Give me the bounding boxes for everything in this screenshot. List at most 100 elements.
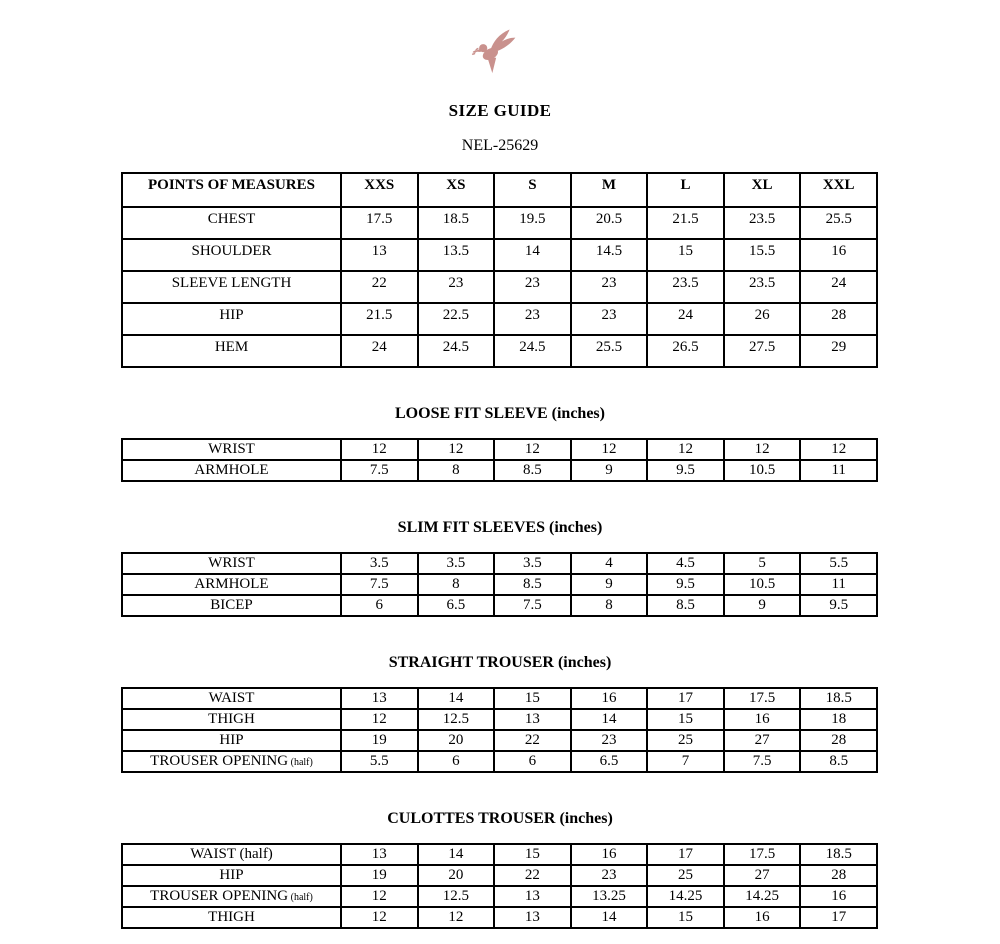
- measure-value: 23: [569, 302, 649, 336]
- measure-value: 20.5: [569, 206, 649, 240]
- measure-value: 9: [722, 594, 802, 617]
- measure-value: 27.5: [722, 334, 802, 368]
- measure-value: 12: [340, 438, 419, 461]
- measure-label: HIP: [121, 302, 342, 336]
- measure-value: 23: [569, 729, 649, 752]
- measure-value: 20: [416, 729, 496, 752]
- measure-value: 19: [340, 864, 419, 887]
- size-column-header: XS: [416, 172, 496, 208]
- measure-value: 7.5: [722, 750, 802, 773]
- measure-value: 27: [722, 729, 802, 752]
- measure-label: WAIST (half): [121, 843, 342, 866]
- measure-value: 9: [569, 573, 649, 596]
- measure-label: THIGH: [121, 906, 342, 929]
- measure-value: 9.5: [799, 594, 878, 617]
- table-row: CHEST 17.5 18.5 19.5 20.5 21.5 23.5 25.5: [121, 206, 878, 240]
- measure-value: 13: [340, 687, 419, 710]
- measure-label: WRIST: [121, 552, 342, 575]
- measure-value: 17: [799, 906, 878, 929]
- measure-value: 4.5: [646, 552, 725, 575]
- measure-value: 5.5: [340, 750, 419, 773]
- measure-value: 12: [722, 438, 802, 461]
- measure-value: 12.5: [416, 708, 496, 731]
- measure-value: 16: [799, 238, 878, 272]
- measure-value: 12: [340, 885, 419, 908]
- measure-value: 23.5: [646, 270, 725, 304]
- measure-value: 3.5: [416, 552, 496, 575]
- measure-value: 25.5: [799, 206, 878, 240]
- measure-value: 13.5: [416, 238, 496, 272]
- measure-value: 14: [569, 708, 649, 731]
- measure-value: 15: [493, 843, 572, 866]
- measure-value: 8: [569, 594, 649, 617]
- measure-value: 14: [569, 906, 649, 929]
- measure-value: 29: [799, 334, 878, 368]
- measure-value: 7.5: [340, 459, 419, 482]
- measure-value: 16: [569, 843, 649, 866]
- measure-value: 25: [646, 864, 725, 887]
- measure-value: 25: [646, 729, 725, 752]
- measure-label: BICEP: [121, 594, 342, 617]
- section-title-slim-fit-sleeves-inches: SLIM FIT SLEEVES (inches): [397, 519, 603, 536]
- measure-value: 25.5: [569, 334, 649, 368]
- measure-value: 28: [799, 864, 878, 887]
- measure-label-suffix: (half): [288, 757, 313, 768]
- measure-value: 28: [799, 729, 878, 752]
- measure-label: SHOULDER: [121, 238, 342, 272]
- measure-value: 7.5: [340, 573, 419, 596]
- measure-value: 8: [416, 459, 496, 482]
- measure-value: 13: [493, 708, 572, 731]
- measure-value: 16: [722, 906, 802, 929]
- measure-value: 15: [646, 238, 725, 272]
- measure-label: TROUSER OPENING (half): [121, 750, 342, 773]
- section-title-culottes-trouser-inches: CULOTTES TROUSER (inches): [387, 810, 613, 827]
- measure-value: 16: [569, 687, 649, 710]
- measure-value: 5.5: [799, 552, 878, 575]
- measure-value: 26: [722, 302, 802, 336]
- measure-label: THIGH: [121, 708, 342, 731]
- table-row: SHOULDER 13 13.5 14 14.5 15 15.5 16: [121, 238, 878, 272]
- measure-value: 12.5: [416, 885, 496, 908]
- measure-value: 16: [722, 708, 802, 731]
- measure-value: 6.5: [569, 750, 649, 773]
- measure-value: 11: [799, 573, 878, 596]
- measure-label: CHEST: [121, 206, 342, 240]
- table-row: ARMHOLE 7.5 8 8.5 9 9.5 10.5 11: [121, 459, 878, 482]
- measure-value: 23.5: [722, 270, 802, 304]
- measure-value: 23.5: [722, 206, 802, 240]
- size-column-header: XL: [722, 172, 802, 208]
- measure-value: 15: [646, 708, 725, 731]
- dove-logo-icon: [471, 29, 516, 74]
- measure-value: 12: [416, 906, 496, 929]
- loose-fit-sleeve-inches-table: WRIST 12 12 12 12 12 12 12 ARMHOLE 7.5 8 8.5 9 9.5 10.…: [121, 438, 878, 482]
- measure-value: 20: [416, 864, 496, 887]
- measure-label: ARMHOLE: [121, 573, 342, 596]
- measure-value: 28: [799, 302, 878, 336]
- measure-value: 16: [799, 885, 878, 908]
- table-row: WRIST 12 12 12 12 12 12 12: [121, 438, 878, 461]
- table-row: HIP 19 20 22 23 25 27 28: [121, 729, 878, 752]
- measure-value: 9.5: [646, 459, 725, 482]
- measure-label: ARMHOLE: [121, 459, 342, 482]
- measure-value: 15.5: [722, 238, 802, 272]
- measure-value: 13: [340, 843, 419, 866]
- size-column-header: S: [493, 172, 572, 208]
- measure-value: 15: [646, 906, 725, 929]
- measure-value: 8.5: [493, 459, 572, 482]
- brand-logo: [0, 0, 1000, 78]
- measure-value: 24: [799, 270, 878, 304]
- size-column-header: XXL: [799, 172, 878, 208]
- measure-label: WAIST: [121, 687, 342, 710]
- measure-value: 7: [646, 750, 725, 773]
- measure-value: 24: [340, 334, 419, 368]
- table-row: ARMHOLE 7.5 8 8.5 9 9.5 10.5 11: [121, 573, 878, 596]
- measure-label: WRIST: [121, 438, 342, 461]
- measure-value: 12: [799, 438, 878, 461]
- measure-value: 17.5: [340, 206, 419, 240]
- straight-trouser-inches-table: WAIST 13 14 15 16 17 17.5 18.5 THIGH 12 12.5 13 14 15…: [121, 687, 878, 773]
- measure-value: 24.5: [493, 334, 572, 368]
- measure-value: 14.25: [722, 885, 802, 908]
- measure-value: 24: [646, 302, 725, 336]
- measure-value: 8.5: [646, 594, 725, 617]
